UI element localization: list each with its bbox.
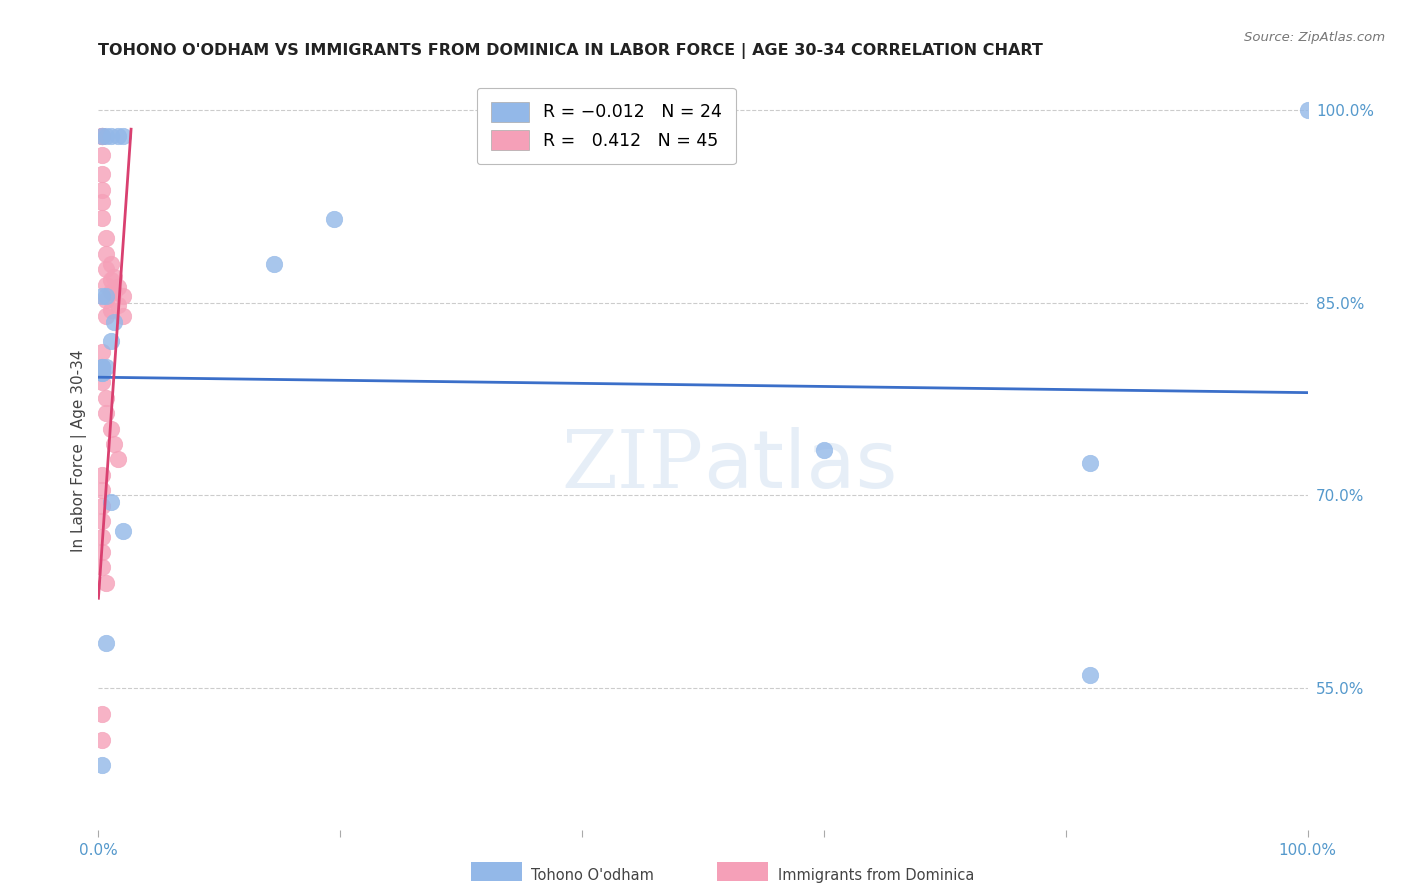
Point bbox=[91, 467, 114, 482]
Text: ZIP: ZIP bbox=[561, 426, 703, 505]
Point bbox=[91, 344, 114, 359]
Point bbox=[91, 367, 114, 381]
Point bbox=[100, 422, 122, 436]
Point bbox=[94, 262, 117, 277]
Text: atlas: atlas bbox=[703, 426, 897, 505]
Point bbox=[813, 443, 835, 458]
Point bbox=[100, 257, 122, 271]
Point bbox=[94, 128, 117, 143]
Point bbox=[1078, 456, 1101, 470]
Text: TOHONO O'ODHAM VS IMMIGRANTS FROM DOMINICA IN LABOR FORCE | AGE 30-34 CORRELATIO: TOHONO O'ODHAM VS IMMIGRANTS FROM DOMINI… bbox=[98, 43, 1043, 59]
Point bbox=[91, 545, 114, 559]
Point bbox=[107, 280, 129, 294]
Point bbox=[91, 289, 114, 303]
Point bbox=[103, 270, 125, 285]
Point bbox=[1296, 103, 1319, 117]
Point bbox=[94, 359, 117, 374]
Point bbox=[91, 376, 114, 390]
Point bbox=[100, 303, 122, 318]
Point bbox=[111, 128, 134, 143]
Point bbox=[94, 391, 117, 405]
Point bbox=[91, 483, 114, 498]
Point bbox=[111, 524, 134, 539]
Point bbox=[91, 367, 114, 381]
Point bbox=[91, 211, 114, 225]
Point bbox=[91, 128, 114, 143]
Legend: R = −0.012   N = 24, R =   0.412   N = 45: R = −0.012 N = 24, R = 0.412 N = 45 bbox=[477, 87, 735, 164]
Point bbox=[91, 195, 114, 210]
Point bbox=[111, 309, 134, 323]
Point bbox=[91, 128, 114, 143]
Text: Source: ZipAtlas.com: Source: ZipAtlas.com bbox=[1244, 31, 1385, 45]
Point bbox=[323, 212, 346, 227]
Point bbox=[91, 183, 114, 197]
Point bbox=[94, 293, 117, 307]
Point bbox=[91, 128, 114, 143]
Point bbox=[107, 298, 129, 312]
Point bbox=[91, 359, 114, 374]
Point bbox=[94, 277, 117, 292]
Point bbox=[94, 247, 117, 261]
Point bbox=[91, 148, 114, 162]
Point bbox=[107, 128, 129, 143]
Point bbox=[91, 359, 114, 374]
Point bbox=[103, 285, 125, 300]
Y-axis label: In Labor Force | Age 30-34: In Labor Force | Age 30-34 bbox=[72, 349, 87, 552]
Point bbox=[91, 128, 114, 143]
Text: Tohono O'odham: Tohono O'odham bbox=[531, 869, 654, 883]
Point bbox=[91, 128, 114, 143]
Point bbox=[107, 452, 129, 467]
Point bbox=[91, 359, 114, 374]
Point bbox=[91, 530, 114, 544]
Point bbox=[100, 272, 122, 286]
Point bbox=[94, 309, 117, 323]
Point bbox=[91, 560, 114, 574]
Point bbox=[100, 285, 122, 300]
Point bbox=[91, 706, 114, 721]
Point bbox=[91, 514, 114, 528]
Point bbox=[100, 495, 122, 509]
Point bbox=[91, 758, 114, 772]
Point bbox=[91, 128, 114, 143]
Point bbox=[111, 289, 134, 303]
Point bbox=[1078, 668, 1101, 682]
Point bbox=[94, 636, 117, 650]
Point bbox=[91, 128, 114, 143]
Text: Immigrants from Dominica: Immigrants from Dominica bbox=[778, 869, 974, 883]
Point bbox=[94, 406, 117, 420]
Point bbox=[100, 128, 122, 143]
Point bbox=[94, 289, 117, 303]
Point bbox=[91, 732, 114, 747]
Point bbox=[94, 231, 117, 245]
Point bbox=[91, 167, 114, 181]
Point bbox=[100, 334, 122, 349]
Point bbox=[94, 575, 117, 590]
Point bbox=[91, 499, 114, 513]
Point bbox=[103, 315, 125, 329]
Point bbox=[263, 257, 285, 271]
Point bbox=[103, 437, 125, 451]
